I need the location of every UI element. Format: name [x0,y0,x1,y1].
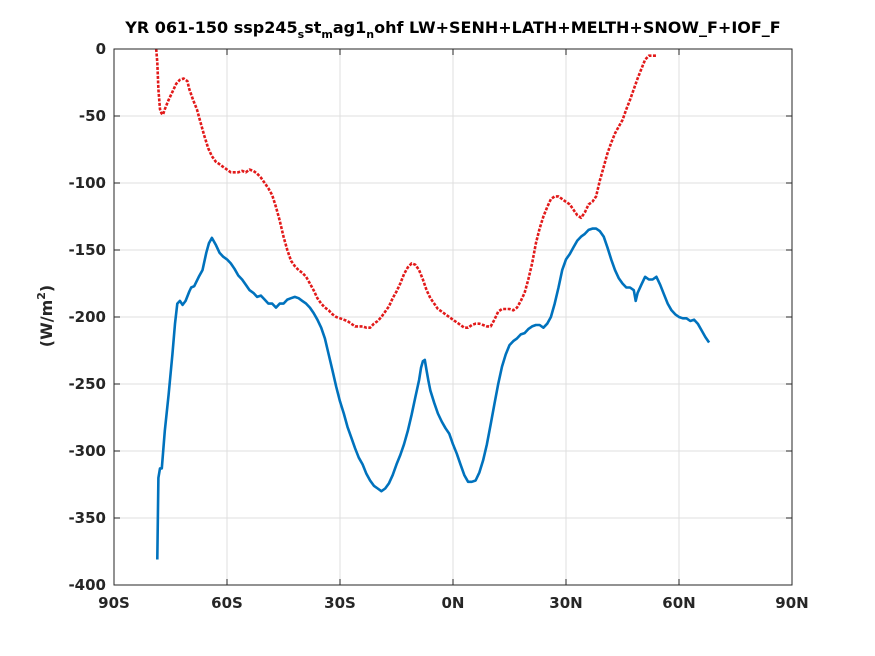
title-part: s [298,28,305,41]
x-axis: 90S 60S 30S 0N 30N 60N 90N [98,49,809,612]
y-axis: 0 -50 -100 -150 -200 -250 -300 -350 -400 [68,40,792,594]
title-part: st [304,18,322,37]
x-tick-label: 30N [549,594,582,612]
y-tick-label: -250 [68,375,106,393]
series-line-1 [156,227,711,560]
title-part: YR 061-150 ssp245 [124,18,297,37]
x-tick-label: 60N [662,594,695,612]
x-tick-label: 60S [211,594,243,612]
chart-title: YR 061-150 ssp245sstmag1nohf LW+SENH+LAT… [124,18,780,41]
y-axis-label: (W/m2) [35,285,56,347]
y-tick-label: -200 [68,308,106,326]
series-line-2 [154,48,657,329]
title-part: ag1 [333,18,366,37]
x-tick-label: 0N [442,594,465,612]
x-tick-label: 90N [775,594,808,612]
y-tick-label: -50 [79,107,106,125]
y-tick-label: -150 [68,241,106,259]
title-part: m [321,28,332,41]
grid-lines [113,48,793,586]
plot-series [154,48,711,560]
title-part: ohf LW+SENH+LATH+MELTH+SNOW_F+IOF_F [374,18,781,37]
title-part: n [366,28,374,41]
ylabel-text: (W/m [37,300,56,347]
y-tick-label: -100 [68,174,106,192]
x-tick-label: 30S [324,594,356,612]
y-tick-label: -300 [68,442,106,460]
y-tick-label: -400 [68,576,106,594]
y-tick-label: 0 [96,40,106,58]
y-tick-label: -350 [68,509,106,527]
ylabel-sup: 2 [35,292,48,300]
x-tick-label: 90S [98,594,130,612]
ylabel-close: ) [37,285,56,292]
